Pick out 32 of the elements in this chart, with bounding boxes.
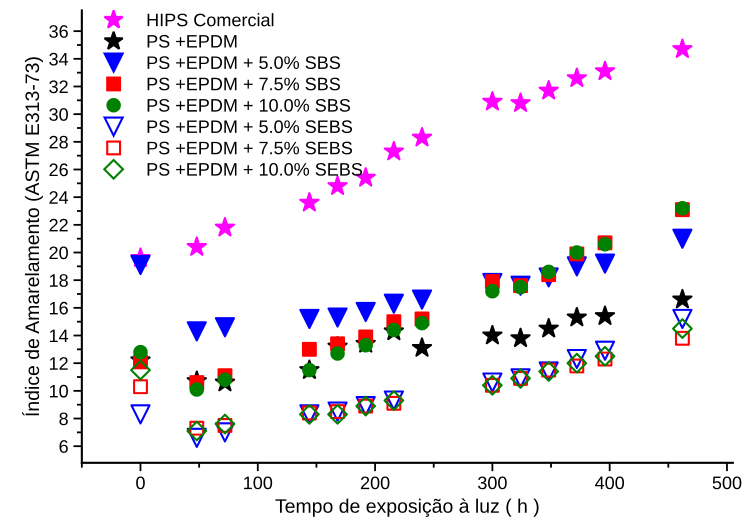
y-tick-label: 8 xyxy=(59,412,68,426)
x-tick-label: 0 xyxy=(136,476,145,490)
legend-label: PS +EPDM xyxy=(148,34,236,48)
x-tick-label: 200 xyxy=(360,476,390,490)
y-tick-label: 18 xyxy=(50,274,68,287)
y-axis-title: Índice de Amarelamento (ASTM E313-73) xyxy=(22,57,43,416)
y-tick-label: 28 xyxy=(49,136,68,149)
legend-label: PS +EPDM + 5.0% SBS xyxy=(148,56,340,70)
y-tick-label: 22 xyxy=(49,218,68,232)
y-tick-label: 20 xyxy=(49,246,68,260)
legend-label: PS +EPDM + 5.0% SEBS xyxy=(148,120,352,134)
x-tick-label: 300 xyxy=(478,476,507,490)
y-tick-label: 26 xyxy=(49,163,68,176)
y-tick-label: 34 xyxy=(49,52,68,66)
y-tick-label: 14 xyxy=(50,330,68,342)
y-tick-label: 6 xyxy=(60,440,68,453)
y-tick-label: 12 xyxy=(50,357,68,370)
y-tick-label: 16 xyxy=(50,302,68,315)
legend-label: HIPS Comercial xyxy=(148,13,274,26)
y-tick-label: 10 xyxy=(50,384,68,398)
x-tick-label: 500 xyxy=(712,476,742,490)
legend-label: PS +EPDM + 7.5% SBS xyxy=(148,78,340,90)
legend-label: PS +EPDM + 7.5% SEBS xyxy=(148,142,352,154)
legend-label: PS +EPDM + 10.0% SBS xyxy=(148,98,350,112)
y-tick-label: 32 xyxy=(49,80,68,94)
y-tick-label: 30 xyxy=(49,108,68,121)
x-axis-title: Tempo de exposição à luz ( h ) xyxy=(275,498,539,517)
x-tick-label: 100 xyxy=(244,476,272,490)
y-tick-label: 36 xyxy=(49,25,68,38)
x-tick-label: 400 xyxy=(595,476,624,490)
y-tick-label: 24 xyxy=(49,191,68,204)
legend-label: PS +EPDM + 10.0% SEBS xyxy=(148,162,362,176)
